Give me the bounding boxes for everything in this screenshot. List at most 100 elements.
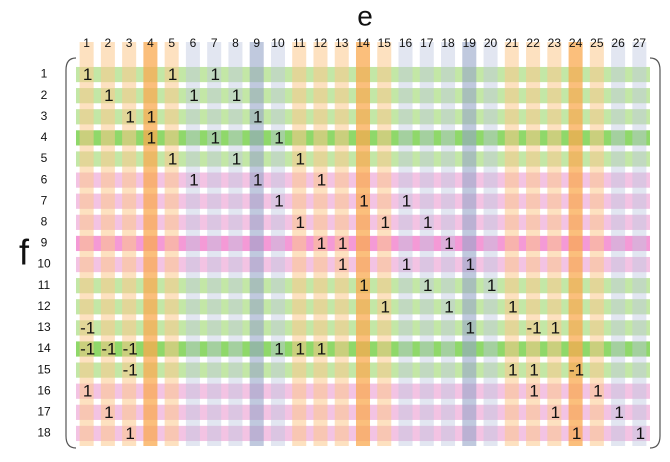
cell-value: 1 <box>338 234 347 253</box>
cell-value: 1 <box>104 86 113 105</box>
column-label: 19 <box>463 36 477 50</box>
cell-value: 1 <box>210 128 219 147</box>
cell-value: 1 <box>529 382 538 401</box>
column-band <box>377 42 392 446</box>
column-band <box>589 42 604 446</box>
cell-value: 1 <box>274 339 283 358</box>
column-label: 17 <box>420 36 434 50</box>
column-label: 9 <box>253 36 260 50</box>
cell-value: 1 <box>529 361 538 380</box>
cell-value: 1 <box>444 297 453 316</box>
cell-value: 1 <box>317 171 326 190</box>
row-title: f <box>19 232 30 273</box>
cell-value: 1 <box>466 255 475 274</box>
column-label: 15 <box>378 36 392 50</box>
column-label: 10 <box>271 36 285 50</box>
cell-value: 1 <box>381 297 390 316</box>
cell-value: 1 <box>232 149 241 168</box>
cell-value: 1 <box>295 213 304 232</box>
cell-value: -1 <box>123 339 138 358</box>
row-label: 14 <box>37 341 51 355</box>
row-label: 8 <box>41 215 48 229</box>
column-band <box>419 42 434 446</box>
column-label: 3 <box>126 36 133 50</box>
column-band <box>79 42 94 446</box>
cell-value: 1 <box>210 65 219 84</box>
cell-value: 1 <box>487 276 496 295</box>
column-label: 21 <box>505 36 519 50</box>
column-label: 5 <box>168 36 175 50</box>
column-band <box>270 42 285 446</box>
row-label: 1 <box>41 67 48 81</box>
cell-value: 1 <box>551 403 560 422</box>
column-label: 26 <box>611 36 625 50</box>
column-band <box>483 42 498 446</box>
cell-value: 1 <box>83 65 92 84</box>
cell-value: 1 <box>274 128 283 147</box>
column-label: 16 <box>399 36 413 50</box>
row-label: 3 <box>41 109 48 123</box>
cell-value: 1 <box>83 382 92 401</box>
cell-value: -1 <box>80 318 95 337</box>
column-label: 13 <box>335 36 349 50</box>
row-label: 18 <box>37 426 51 440</box>
cell-value: 1 <box>232 86 241 105</box>
cell-value: 1 <box>274 192 283 211</box>
cell-value: 1 <box>168 149 177 168</box>
column-band <box>526 42 541 446</box>
column-band <box>143 42 158 446</box>
column-label: 4 <box>147 36 154 50</box>
row-label: 2 <box>41 88 48 102</box>
cell-value: -1 <box>101 339 116 358</box>
cell-value: 1 <box>359 192 368 211</box>
column-label: 14 <box>356 36 370 50</box>
cell-value: 1 <box>338 255 347 274</box>
cell-value: 1 <box>253 107 262 126</box>
cell-value: 1 <box>189 171 198 190</box>
cell-value: 1 <box>444 234 453 253</box>
row-label: 5 <box>41 151 48 165</box>
cell-value: 1 <box>466 318 475 337</box>
cell-value: -1 <box>569 361 584 380</box>
column-label: 27 <box>633 36 647 50</box>
cell-value: 1 <box>572 424 581 443</box>
cell-value: 1 <box>508 297 517 316</box>
cell-value: 1 <box>147 128 156 147</box>
cell-value: 1 <box>508 361 517 380</box>
row-label: 12 <box>37 299 51 313</box>
cell-value: 1 <box>147 107 156 126</box>
cell-value: 1 <box>402 255 411 274</box>
cell-value: 1 <box>104 403 113 422</box>
cell-value: 1 <box>168 65 177 84</box>
cell-value: -1 <box>527 318 542 337</box>
column-label: 7 <box>211 36 218 50</box>
cell-value: 1 <box>551 318 560 337</box>
column-band <box>100 42 115 446</box>
cell-value: 1 <box>317 234 326 253</box>
cell-value: 1 <box>189 86 198 105</box>
cell-value: 1 <box>125 424 134 443</box>
cell-value: 1 <box>423 276 432 295</box>
column-band <box>611 42 626 446</box>
column-label: 23 <box>548 36 562 50</box>
cell-value: 1 <box>295 149 304 168</box>
row-label: 11 <box>38 278 51 292</box>
cell-value: 1 <box>253 171 262 190</box>
column-label: 2 <box>105 36 112 50</box>
right-bracket <box>649 57 661 449</box>
column-label: 22 <box>526 36 540 50</box>
column-label: 24 <box>569 36 583 50</box>
column-band <box>122 42 137 446</box>
column-band <box>547 42 562 446</box>
column-label: 25 <box>590 36 604 50</box>
row-label: 13 <box>37 320 51 334</box>
row-label: 4 <box>41 130 48 144</box>
column-label: 18 <box>441 36 455 50</box>
cell-value: 1 <box>636 424 645 443</box>
row-label: 9 <box>41 236 48 250</box>
column-label: 6 <box>190 36 197 50</box>
column-band <box>504 42 519 446</box>
cell-value: 1 <box>402 192 411 211</box>
